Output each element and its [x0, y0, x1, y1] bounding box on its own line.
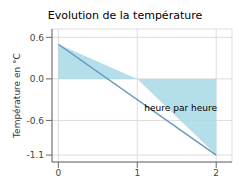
svg-text:-1.1: -1.1: [26, 150, 44, 160]
svg-text:0.6: 0.6: [30, 33, 45, 43]
svg-text:-0.6: -0.6: [26, 116, 44, 126]
svg-text:Température en °C: Température en °C: [12, 53, 22, 139]
html-text:Evolution de la température: Evolution de la température: [47, 9, 203, 22]
svg-text:0.0: 0.0: [30, 74, 45, 84]
svg-text:2: 2: [213, 168, 219, 178]
svg-text:1: 1: [134, 168, 140, 178]
svg-text:heure par heure: heure par heure: [144, 103, 217, 113]
svg-text:0: 0: [55, 168, 61, 178]
